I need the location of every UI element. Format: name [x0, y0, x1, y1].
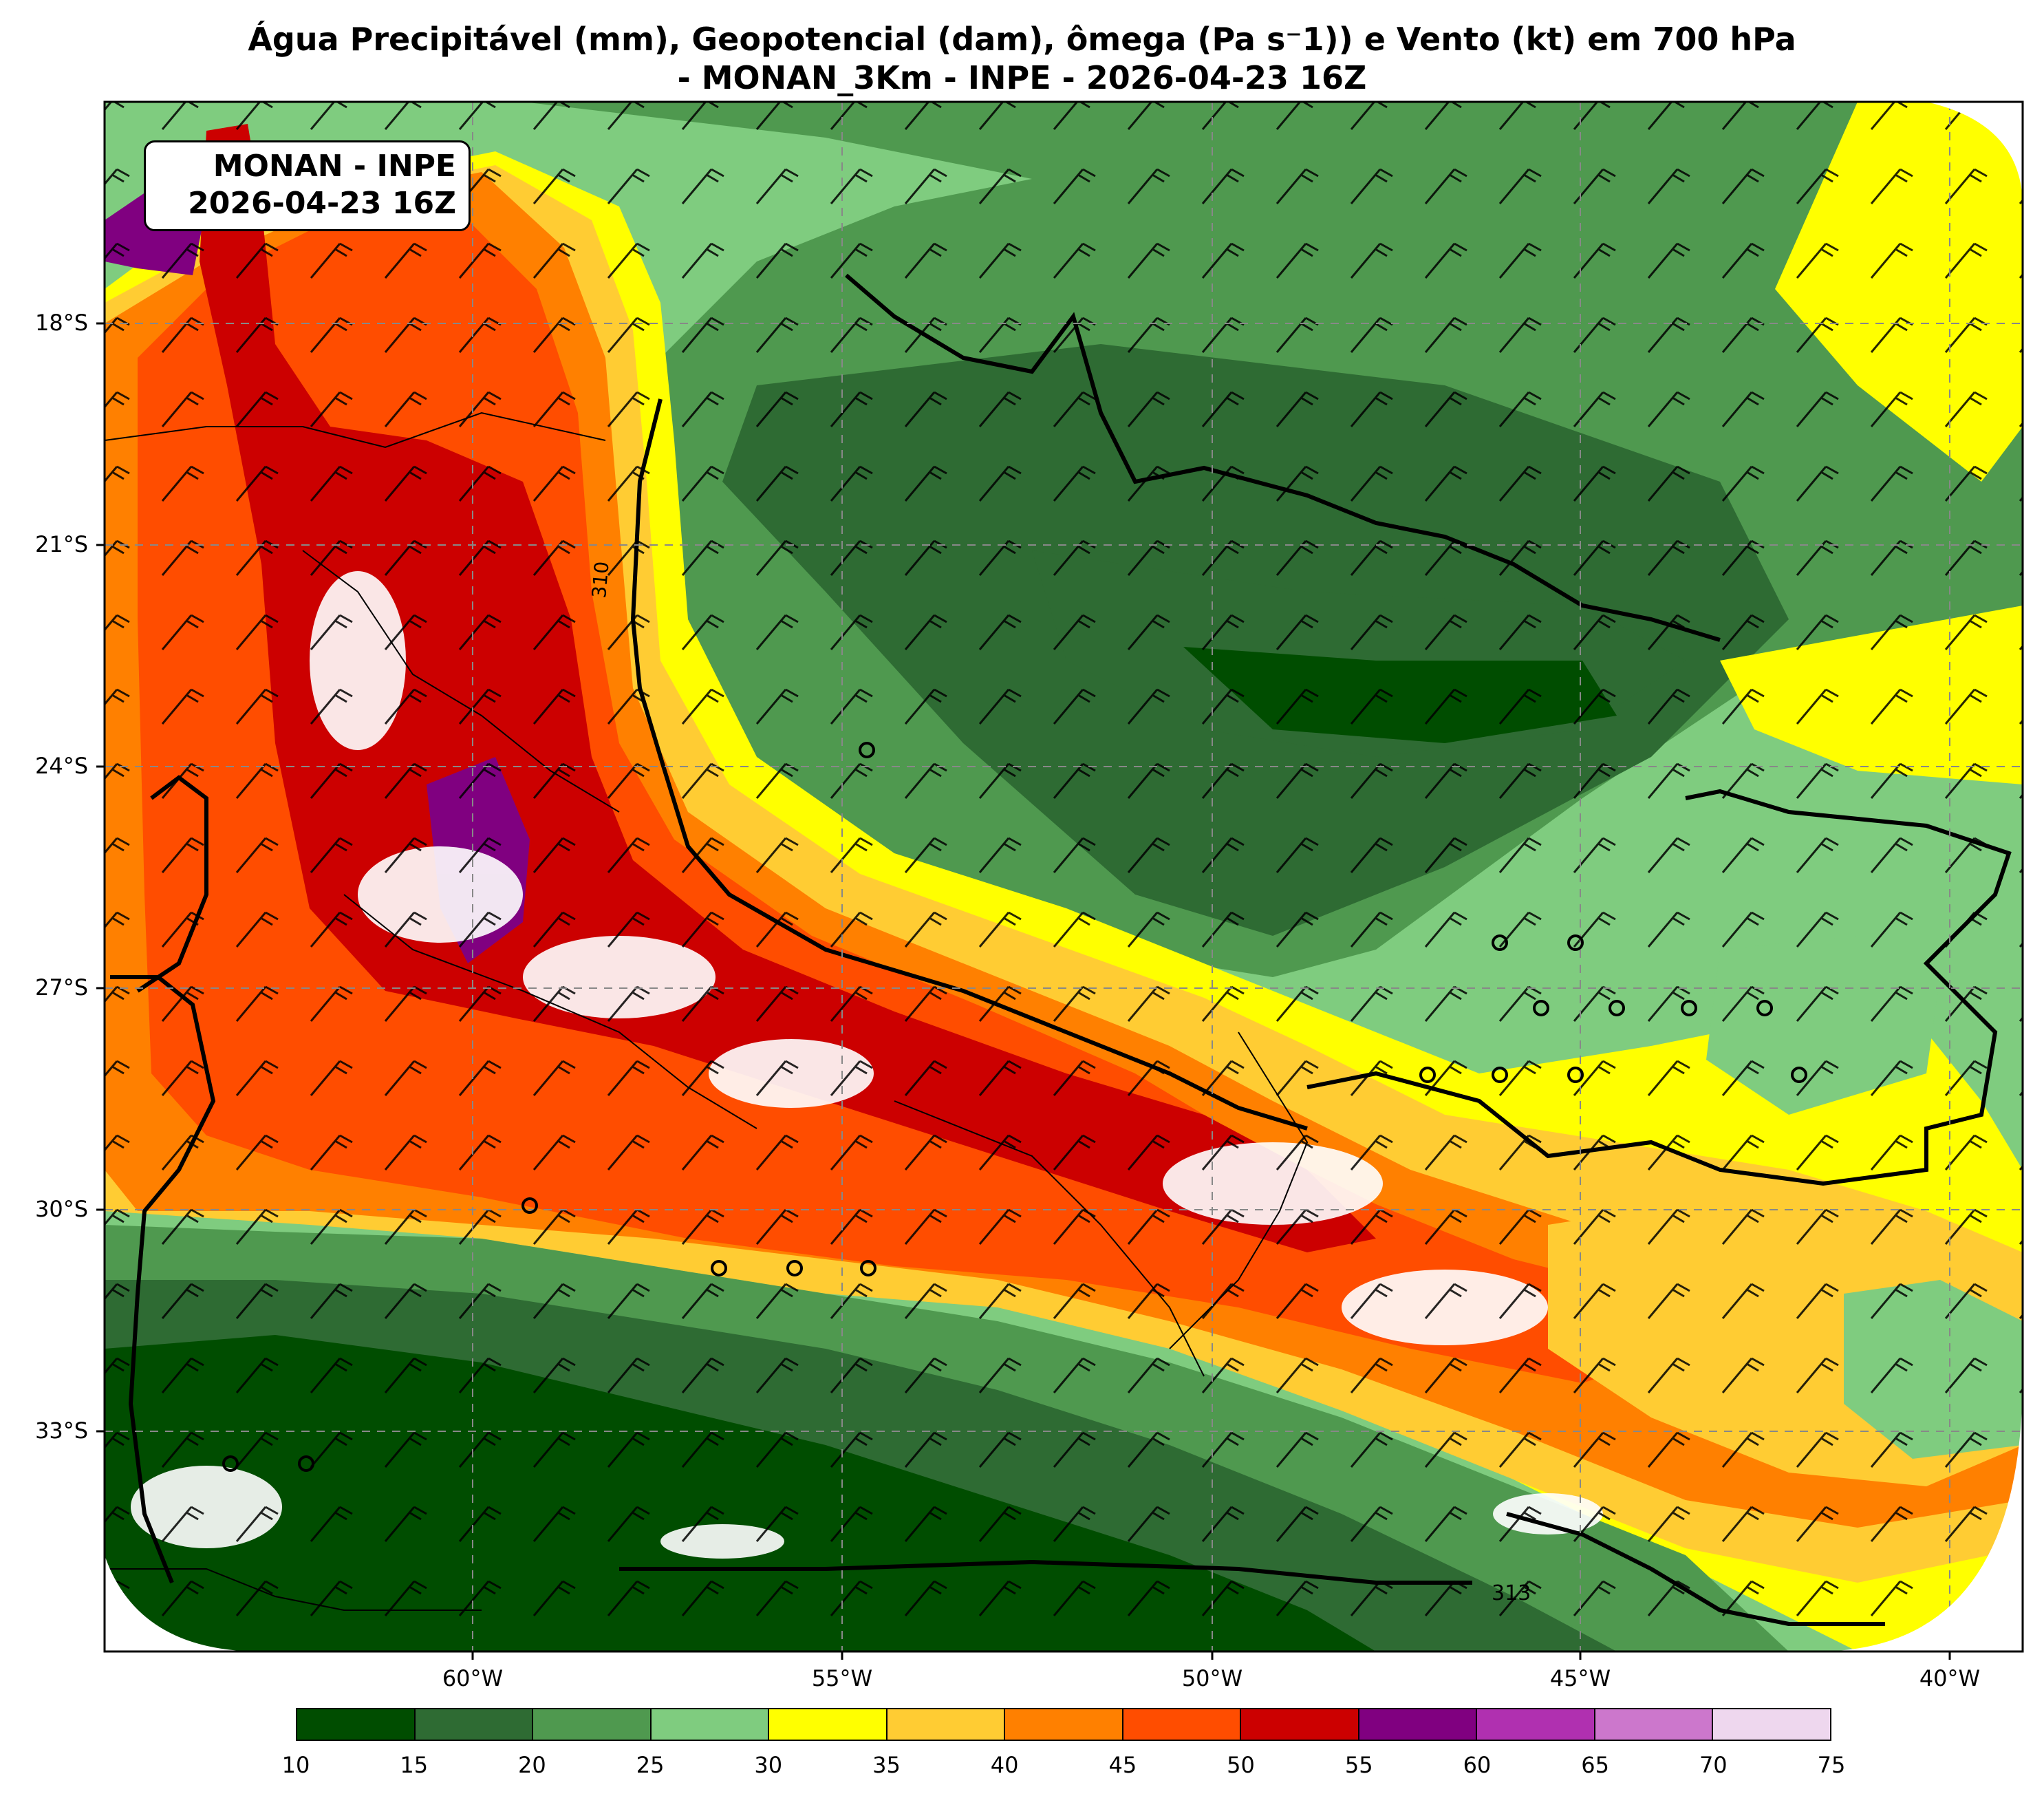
lat-label-18s: 18°S	[34, 310, 88, 336]
contour-label: 313	[1492, 1581, 1531, 1605]
colorbar-segment	[1476, 1709, 1594, 1740]
lon-label-45w: 45°W	[1549, 1665, 1611, 1691]
figure-title: Água Precipitável (mm), Geopotencial (da…	[248, 21, 1796, 58]
colorbar-tick-label: 75	[1817, 1752, 1846, 1778]
colorbar-tick-label: 70	[1699, 1752, 1728, 1778]
map-frame	[103, 100, 2024, 1653]
lat-label-24s: 24°S	[34, 753, 88, 779]
colorbar-segment	[413, 1709, 532, 1740]
lat-label-21s: 21°S	[34, 531, 88, 557]
colorbar-tick-label: 15	[400, 1752, 429, 1778]
colorbar-tick-label: 20	[518, 1752, 546, 1778]
colorbar-tick-label: 65	[1581, 1752, 1609, 1778]
colorbar-segment	[1004, 1709, 1122, 1740]
model-name: MONAN - INPE	[213, 149, 456, 184]
colorbar-tick-label: 50	[1227, 1752, 1255, 1778]
colorbar-segment	[1712, 1709, 1830, 1740]
colorbar-segment	[885, 1709, 1004, 1740]
colorbar-tick-label: 25	[636, 1752, 665, 1778]
contour-label: 310	[588, 560, 614, 599]
lat-label-30s: 30°S	[34, 1196, 88, 1222]
precipitable-water-field	[105, 102, 2023, 1651]
colorbar-segment	[768, 1709, 886, 1740]
colorbar-segment	[1240, 1709, 1358, 1740]
colorbar-tick-label: 55	[1344, 1752, 1373, 1778]
lat-label-33s: 33°S	[34, 1418, 88, 1444]
colorbar-tick-label: 60	[1463, 1752, 1492, 1778]
colorbar-tick-label: 45	[1108, 1752, 1137, 1778]
colorbar-tick-label: 35	[872, 1752, 901, 1778]
colorbar-segment	[1593, 1709, 1712, 1740]
lon-label-40w: 40°W	[1919, 1665, 1981, 1691]
lon-label-55w: 55°W	[811, 1665, 873, 1691]
colorbar-segment	[1357, 1709, 1476, 1740]
colorbar-tick-label: 40	[990, 1752, 1019, 1778]
colorbar-segment	[297, 1709, 414, 1740]
model-datetime: 2026-04-23 16Z	[188, 186, 456, 221]
lon-label-60w: 60°W	[442, 1665, 504, 1691]
colorbar-segment	[1121, 1709, 1240, 1740]
model-info-box: MONAN - INPE 2026-04-23 16Z	[144, 140, 471, 231]
colorbar-segment	[532, 1709, 650, 1740]
colorbar-segment	[649, 1709, 768, 1740]
figure-subtitle: - MONAN_3Km - INPE - 2026-04-23 16Z	[677, 59, 1367, 96]
colorbar-tick-label: 10	[281, 1752, 310, 1778]
colorbar-tick-label: 30	[754, 1752, 783, 1778]
colorbar	[296, 1708, 1831, 1741]
lon-label-50w: 50°W	[1181, 1665, 1243, 1691]
lat-label-27s: 27°S	[34, 974, 88, 1001]
